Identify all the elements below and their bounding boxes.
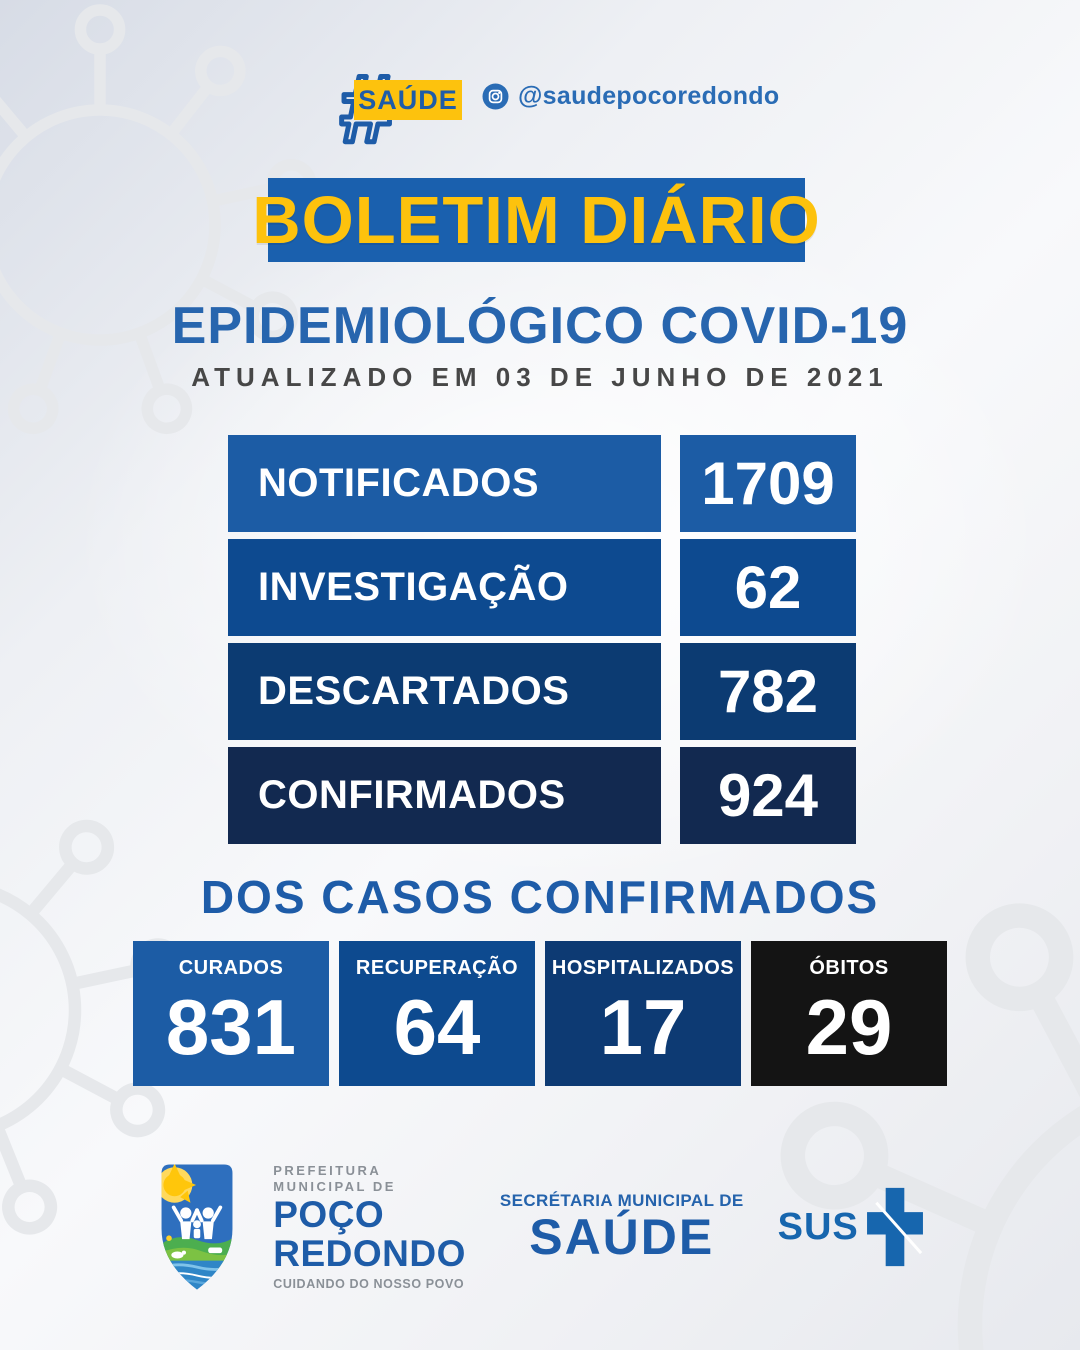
card-label: ÓBITOS: [809, 957, 889, 979]
table-row: CONFIRMADOS 924: [228, 747, 856, 844]
stat-value-descartados: 782: [680, 643, 856, 740]
page-subtitle: EPIDEMIOLÓGICO COVID-19: [171, 297, 909, 355]
hashtag-saude-logo: # SAÚDE: [336, 54, 462, 152]
saude-badge: SAÚDE: [354, 80, 462, 120]
table-row: NOTIFICADOS 1709: [228, 435, 856, 532]
footer: PREFEITURA MUNICIPAL DE POÇO REDONDO CUI…: [0, 1158, 1080, 1296]
stat-label-confirmados: CONFIRMADOS: [228, 747, 661, 844]
city-name-line2: REDONDO: [273, 1232, 466, 1274]
card-value: 29: [805, 983, 893, 1071]
secretaria-line: SECRÉTARIA MUNICIPAL DE: [499, 1190, 744, 1210]
secretaria-saude-logo: SECRÉTARIA MUNICIPAL DE SAÚDE: [500, 1191, 744, 1264]
card-recuperacao: RECUPERAÇÃO 64: [339, 941, 535, 1086]
instagram-handle-text: @saudepocoredondo: [518, 82, 780, 110]
stats-table: NOTIFICADOS 1709 INVESTIGAÇÃO 62 DESCART…: [228, 435, 856, 851]
prefeitura-line1: PREFEITURA: [273, 1163, 382, 1179]
section-title: DOS CASOS CONFIRMADOS: [200, 871, 880, 923]
card-value: 831: [165, 983, 297, 1071]
secretaria-name: SAÚDE: [529, 1208, 715, 1265]
sus-label: SUS: [777, 1205, 859, 1248]
card-value: 17: [599, 983, 687, 1071]
prefeitura-logo-text: PREFEITURA MUNICIPAL DE POÇO REDONDO CUI…: [273, 1163, 466, 1291]
card-label: RECUPERAÇÃO: [355, 957, 519, 979]
table-row: INVESTIGAÇÃO 62: [228, 539, 856, 636]
updated-date: ATUALIZADO EM 03 DE JUNHO DE 2021: [191, 362, 889, 392]
instagram-icon: [482, 83, 509, 110]
instagram-handle: @saudepocoredondo: [482, 82, 779, 111]
stat-label-notificados: NOTIFICADOS: [228, 435, 661, 532]
stat-value-confirmados: 924: [680, 747, 856, 844]
stat-label-investigacao: INVESTIGAÇÃO: [228, 539, 661, 636]
page-title: BOLETIM DIÁRIO: [252, 182, 821, 258]
card-curados: CURADOS 831: [133, 941, 329, 1086]
city-name-line1: POÇO: [273, 1193, 385, 1235]
sus-cross-icon: [866, 1187, 923, 1267]
prefeitura-line2: MUNICIPAL DE: [273, 1179, 396, 1195]
card-label: CURADOS: [178, 957, 284, 979]
card-obitos: ÓBITOS 29: [751, 941, 947, 1086]
city-tagline: CUIDANDO DO NOSSO POVO: [273, 1277, 465, 1292]
stat-value-notificados: 1709: [680, 435, 856, 532]
stat-value-investigacao: 62: [680, 539, 856, 636]
card-value: 64: [393, 983, 481, 1071]
confirmed-breakdown: CURADOS 831 RECUPERAÇÃO 64 HOSPITALIZADO…: [133, 941, 947, 1086]
table-row: DESCARTADOS 782: [228, 643, 856, 740]
stat-label-descartados: DESCARTADOS: [228, 643, 661, 740]
poco-redondo-crest-icon: [161, 1164, 233, 1290]
card-hospitalizados: HOSPITALIZADOS 17: [545, 941, 741, 1086]
banner-box: BOLETIM DIÁRIO: [252, 178, 820, 262]
sus-logo: SUS: [778, 1186, 925, 1268]
card-label: HOSPITALIZADOS: [551, 957, 735, 979]
